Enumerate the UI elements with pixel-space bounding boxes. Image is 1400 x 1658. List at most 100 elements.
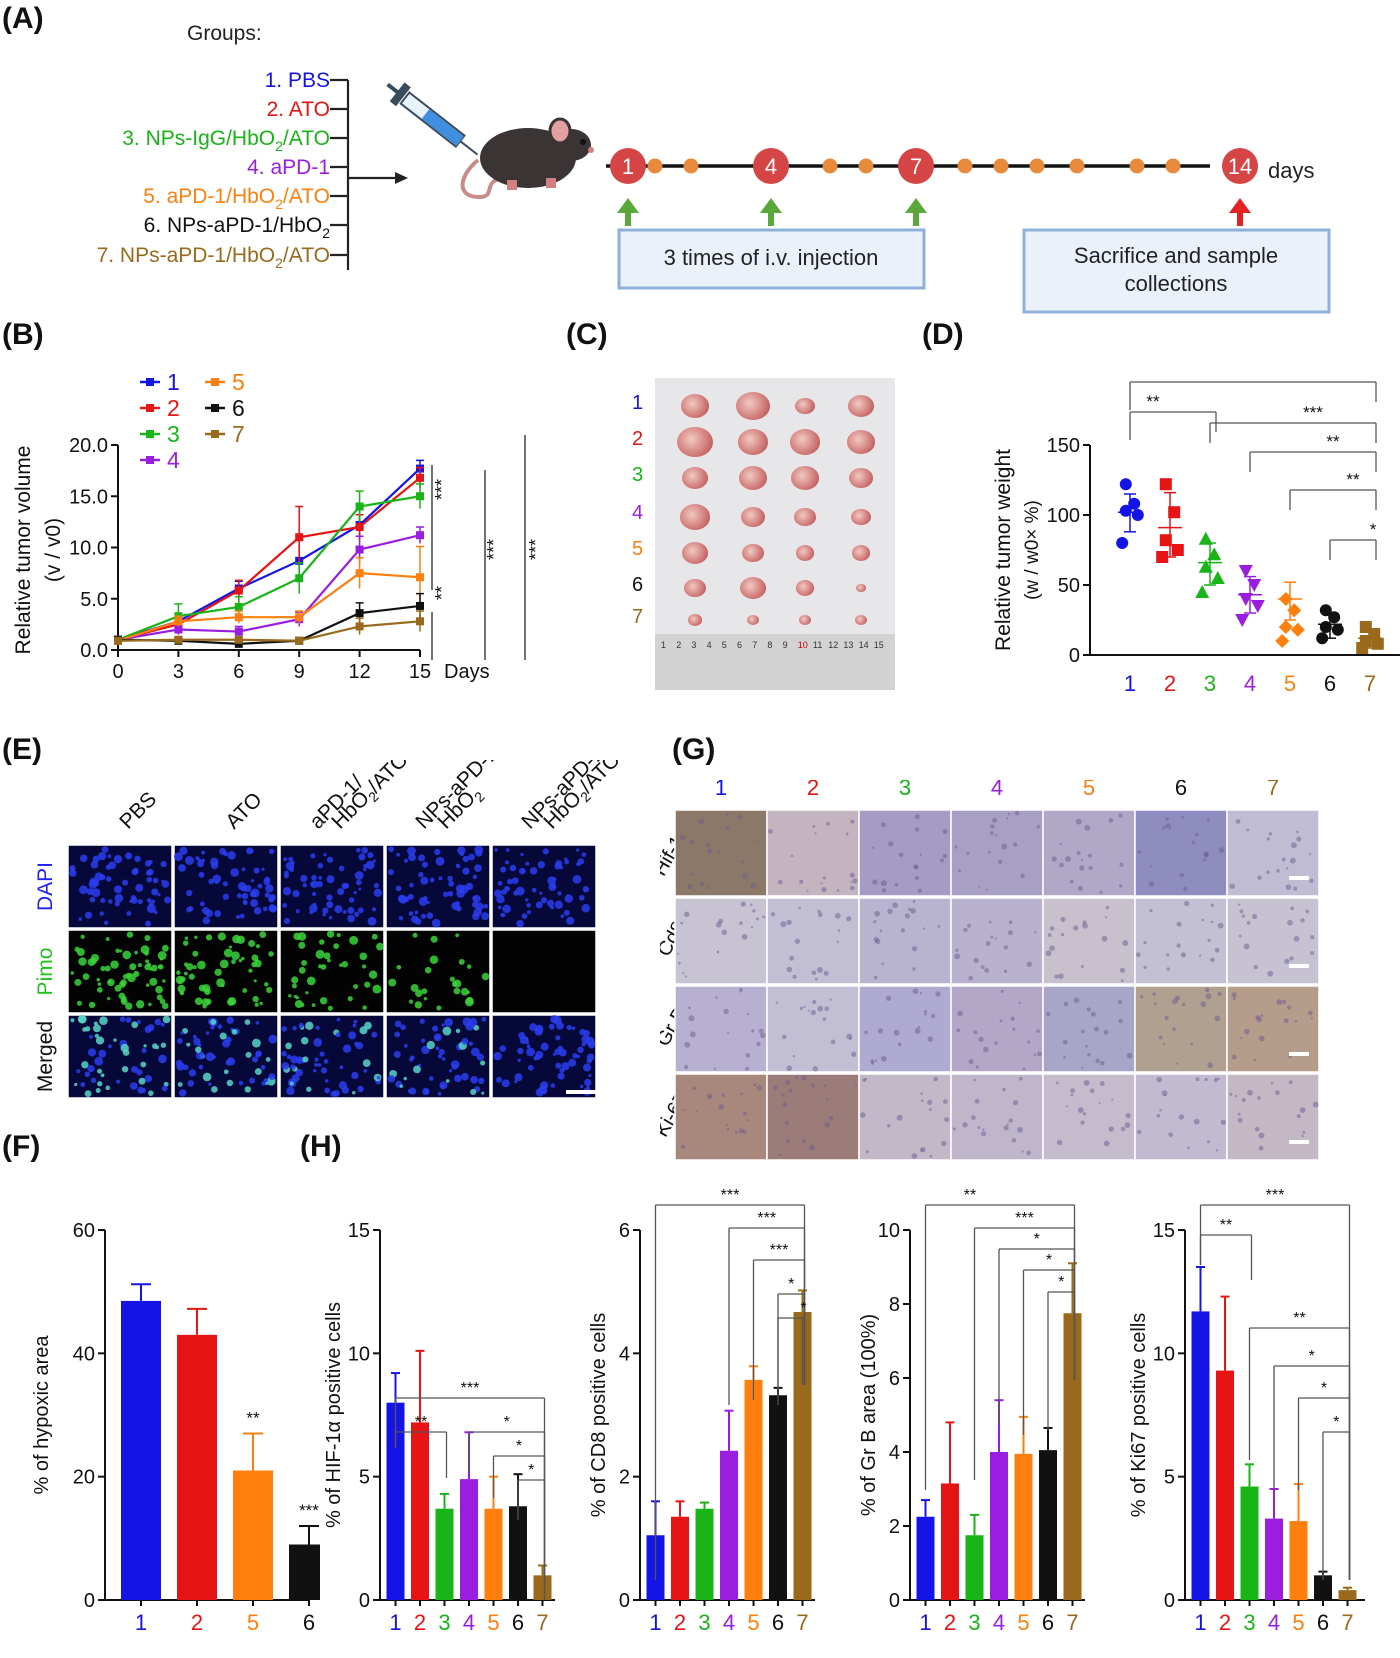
significance-label: *** bbox=[1263, 380, 1283, 381]
legend-label-5: 5 bbox=[232, 369, 245, 395]
mouse-icon bbox=[460, 117, 594, 200]
x-tick-label: 1 bbox=[389, 1610, 401, 1635]
significance-label: * bbox=[1034, 1231, 1040, 1248]
x-tick-label: 5 bbox=[487, 1610, 499, 1635]
y-axis-label: % of CD8 positive cells bbox=[588, 1313, 610, 1518]
bar-4 bbox=[720, 1450, 738, 1600]
x-tick-label: 6 bbox=[1317, 1610, 1329, 1635]
y-axis-label-unit: (v / v0) bbox=[42, 518, 65, 582]
timeline-dot bbox=[1069, 158, 1085, 174]
timeline-day-label: 4 bbox=[765, 154, 777, 179]
x-tick-label: 6 bbox=[512, 1610, 524, 1635]
y-tick-label: 5 bbox=[359, 1467, 370, 1489]
bar-7 bbox=[1063, 1313, 1082, 1600]
x-tick-label: 2 bbox=[414, 1610, 426, 1635]
significance-label: ** bbox=[1293, 1310, 1305, 1327]
ruler-number: 11 bbox=[813, 640, 823, 650]
tumor-specimen bbox=[677, 426, 713, 458]
panel-label-b: (B) bbox=[2, 318, 44, 351]
chart-tumor-weight: 0 50 100 150 1 2 3 4 5 6 7 Relative tumor weight (w … bbox=[992, 380, 1400, 696]
ruler-number: 14 bbox=[858, 640, 869, 650]
series-line-3 bbox=[117, 495, 421, 641]
significance-label: ** bbox=[964, 1187, 976, 1204]
x-tick-label: 7 bbox=[796, 1610, 808, 1635]
x-tick-label: 2 bbox=[944, 1610, 956, 1635]
bar-5 bbox=[1289, 1521, 1308, 1600]
timeline: 1 4 7 14 bbox=[606, 148, 1258, 226]
panel-label-f: (F) bbox=[2, 1130, 41, 1163]
tumor-row-label: 4 bbox=[632, 502, 644, 524]
ruler-number: 12 bbox=[828, 640, 839, 650]
data-point bbox=[1275, 634, 1290, 648]
significance-label: ** bbox=[1220, 1217, 1232, 1234]
y-tick-label: 10.0 bbox=[69, 538, 108, 560]
timeline-day-marker bbox=[753, 148, 789, 184]
data-point bbox=[1119, 478, 1132, 491]
data-point bbox=[295, 613, 304, 622]
ihc-micrograph bbox=[766, 897, 860, 985]
bar-3 bbox=[965, 1535, 984, 1600]
group-bracket bbox=[346, 80, 395, 270]
significance-label: * bbox=[788, 1276, 794, 1293]
column-header: ATO bbox=[221, 788, 266, 833]
ruler: 1 2 3 4 5 6 7 8 9 10 11 12 13 14 15 bbox=[655, 634, 895, 690]
y-axis-label: % of Ki67 positive cells bbox=[1128, 1313, 1150, 1518]
injection-box bbox=[617, 228, 926, 290]
significance-label: *** bbox=[1266, 1187, 1285, 1204]
ihc-micrograph bbox=[674, 1073, 768, 1160]
y-tick-label: 40 bbox=[73, 1343, 95, 1365]
legend-marker bbox=[211, 404, 219, 412]
panel-label-h: (H) bbox=[300, 1130, 342, 1163]
bar-2 bbox=[1216, 1370, 1234, 1600]
bar-5 bbox=[744, 1379, 763, 1600]
y-tick-label: 20.0 bbox=[69, 435, 108, 457]
y-tick-label: 60 bbox=[73, 1220, 95, 1242]
data-point bbox=[1195, 585, 1210, 598]
y-axis-label: % of Gr B area (100%) bbox=[858, 1314, 880, 1516]
sacrifice-box-line1: Sacrifice and sample bbox=[1074, 243, 1278, 268]
x-tick-label: 5 bbox=[1284, 671, 1296, 696]
tumor-specimen bbox=[855, 614, 867, 626]
y-tick-label: 5.0 bbox=[80, 589, 108, 611]
significance-label: ** bbox=[1346, 470, 1360, 489]
data-point bbox=[1119, 504, 1132, 517]
panel-label-d: (D) bbox=[922, 318, 964, 351]
micrograph-pimo bbox=[385, 929, 491, 1014]
ruler-number: 7 bbox=[752, 640, 758, 650]
series-line-2 bbox=[117, 476, 421, 641]
timeline-dot bbox=[647, 158, 663, 174]
bar-2 bbox=[941, 1483, 959, 1600]
bar-3 bbox=[1240, 1486, 1259, 1600]
tumor-photo: 1 2 3 4 5 6 7 8 9 10 11 12 13 14 15 bbox=[655, 378, 895, 690]
tumor-specimen bbox=[681, 394, 709, 418]
column-header: 2 bbox=[807, 780, 819, 800]
bar-4 bbox=[990, 1452, 1008, 1600]
row-label: Merged bbox=[34, 1021, 57, 1092]
legend-marker bbox=[211, 378, 219, 386]
tumor-specimen bbox=[682, 542, 708, 564]
data-point bbox=[1235, 614, 1250, 627]
ihc-micrograph bbox=[1226, 985, 1320, 1073]
tumor-specimen bbox=[738, 429, 768, 455]
y-axis-label: % of HIF-1α positive cells bbox=[323, 1302, 345, 1528]
significance-label: * bbox=[1058, 1274, 1064, 1291]
tumor-specimen bbox=[795, 397, 815, 415]
data-point bbox=[234, 613, 243, 622]
injection-box-text: 3 times of i.v. injection bbox=[664, 245, 879, 270]
micrograph-pimo bbox=[67, 929, 173, 1014]
x-tick-label: 7 bbox=[1364, 671, 1376, 696]
bar-1 bbox=[121, 1300, 161, 1600]
ruler-number: 8 bbox=[767, 640, 773, 650]
column-header: 1 bbox=[715, 780, 727, 800]
timeline-dot bbox=[1129, 158, 1145, 174]
micrograph-pimo bbox=[491, 929, 597, 1014]
x-tick-label: 4 bbox=[1268, 1610, 1280, 1635]
data-point bbox=[1198, 531, 1213, 545]
row-label: Pimo bbox=[34, 948, 57, 996]
data-point bbox=[1128, 497, 1141, 510]
ihc-micrograph bbox=[950, 897, 1044, 985]
data-point bbox=[1250, 600, 1265, 613]
x-tick-label: 1 bbox=[919, 1610, 931, 1635]
panel-label-e: (E) bbox=[2, 733, 42, 766]
data-point bbox=[355, 502, 364, 511]
